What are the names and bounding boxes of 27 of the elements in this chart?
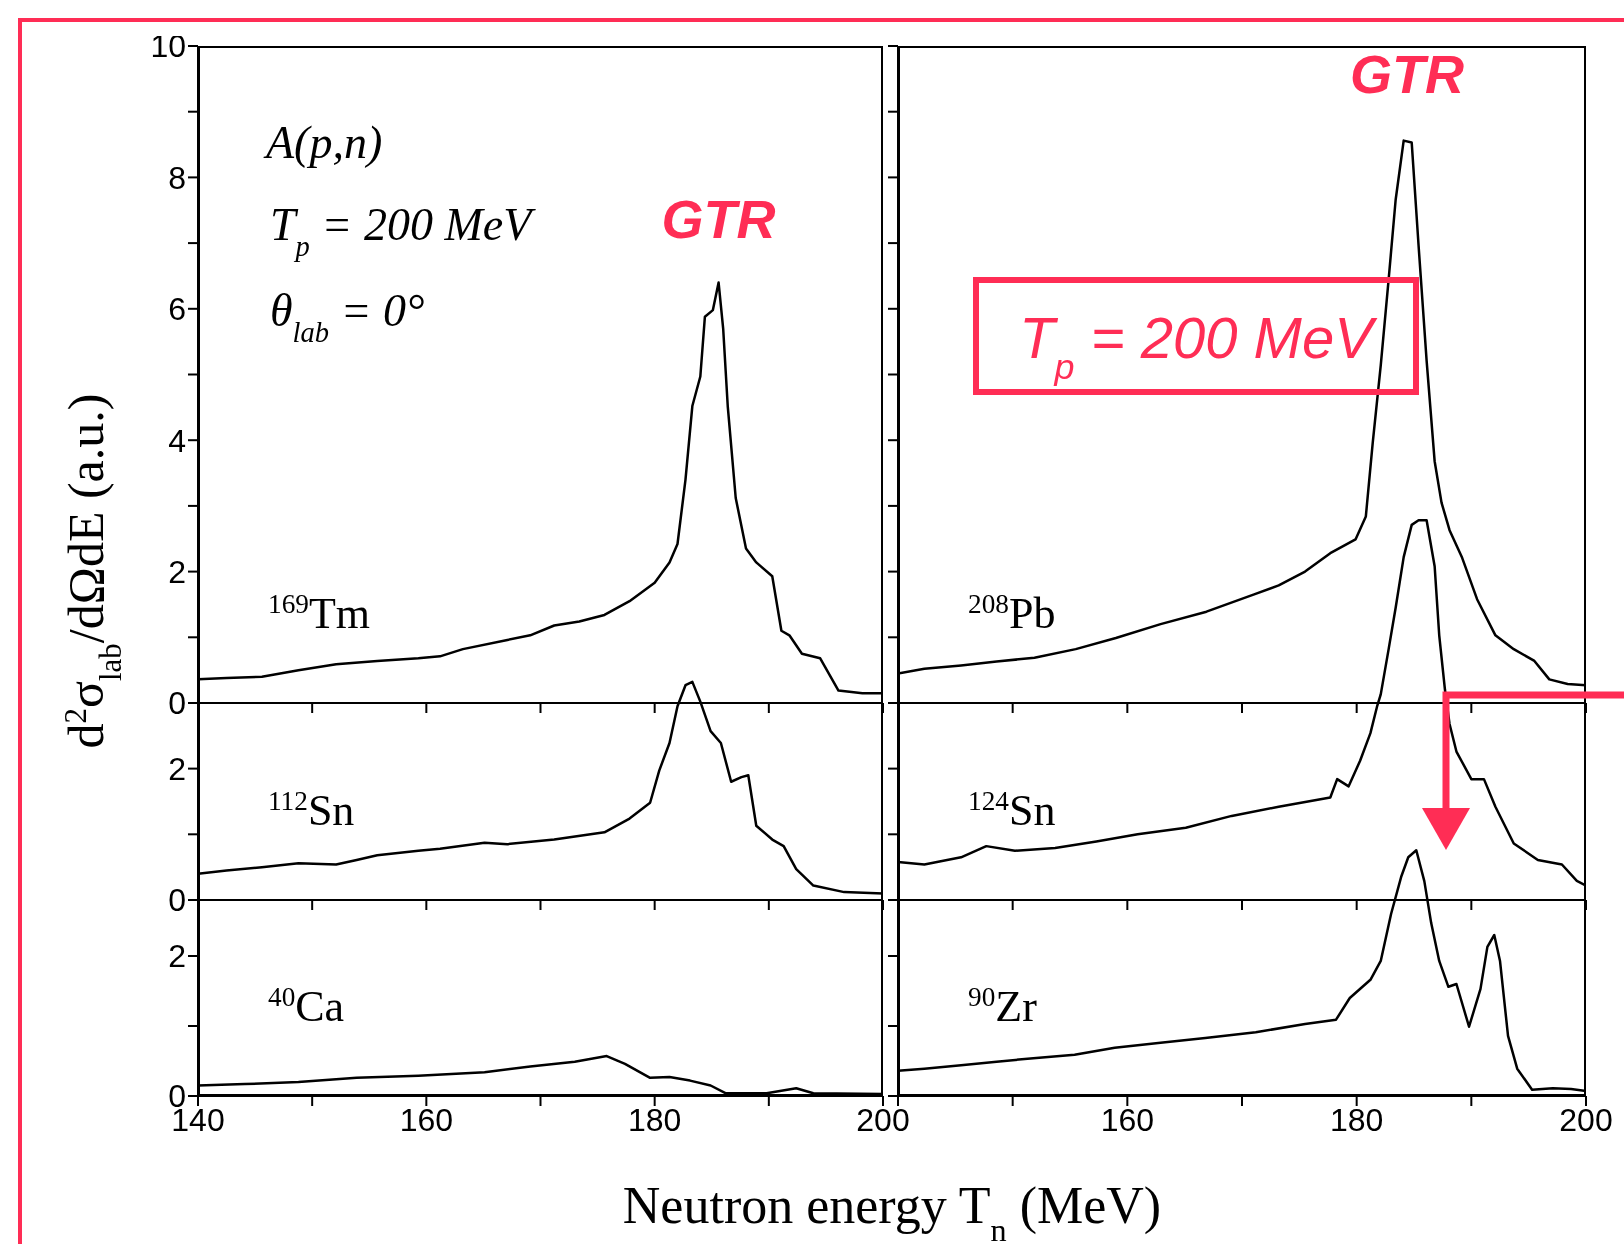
series-label: $^{124}$Sn (968, 786, 1056, 835)
annotation: GTR (1350, 43, 1465, 104)
annotation: A(p,n) (263, 117, 383, 168)
y-tick-label: 2 (168, 938, 186, 975)
y-tick-label: 6 (168, 291, 186, 328)
series-label: $^{40}$Ca (268, 982, 345, 1031)
annotation: GTR (661, 188, 776, 249)
annotation: T$_{p}$ = 200 MeV (270, 199, 537, 262)
x-tick-label: 200 (1559, 1101, 1613, 1138)
series-label: $^{208}$Pb (968, 589, 1056, 638)
y-tick-label: 2 (168, 750, 186, 787)
y-tick-label: 0 (168, 882, 186, 919)
x-tick-label: 180 (627, 1101, 682, 1138)
x-tick-label: 160 (1100, 1101, 1155, 1138)
x-axis-title: Neutron energy T$_{n}$ (MeV) (622, 1177, 1162, 1244)
series-label: $^{112}$Sn (268, 786, 355, 835)
series-label: $^{90}$Zr (968, 982, 1038, 1031)
y-tick-label: 8 (168, 159, 186, 196)
annotation: T$_{p}$ = 200 MeV (1019, 305, 1379, 387)
y-tick-label: 0 (168, 685, 186, 722)
x-tick-label: 180 (1329, 1101, 1384, 1138)
x-tick-label: 160 (399, 1101, 454, 1138)
x-tick-label: 200 (856, 1101, 910, 1138)
annotation: θ$_{lab}$ = 0° (270, 285, 425, 348)
series-label: $^{169}$Tm (268, 589, 371, 638)
y-tick-label: 2 (168, 553, 186, 590)
y-tick-label: 4 (168, 422, 186, 459)
